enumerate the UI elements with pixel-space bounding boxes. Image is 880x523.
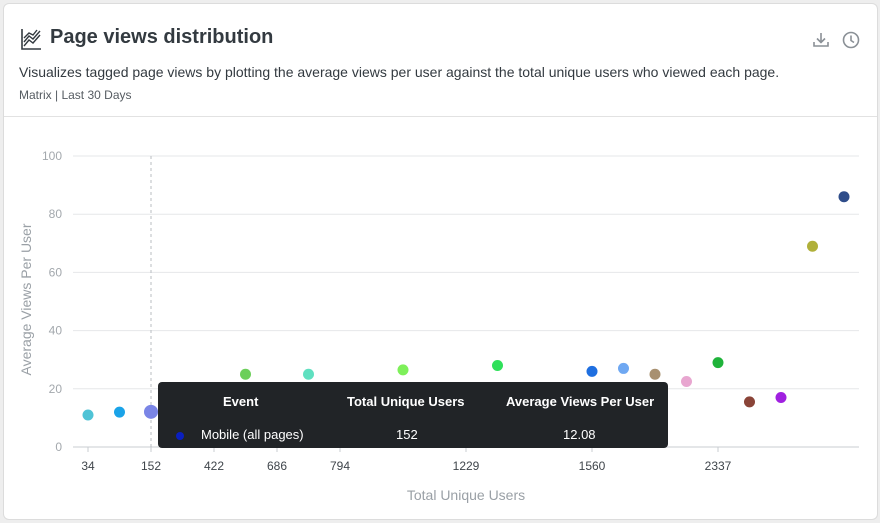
data-point[interactable] [807,240,818,252]
y-tick-label: 20 [49,382,63,396]
tooltip-header-users: Total Unique Users [347,394,465,409]
x-tick-label: 686 [267,459,287,473]
data-point[interactable] [744,396,755,408]
y-axis-label: Average Views Per User [18,223,34,375]
data-point[interactable] [712,357,724,369]
y-tick-label: 100 [42,149,62,163]
x-axis-label: Total Unique Users [407,487,525,503]
y-tick-label: 60 [49,265,63,279]
data-point[interactable] [586,365,598,377]
tooltip-header-avg: Average Views Per User [506,394,655,409]
clock-icon[interactable] [841,30,861,50]
series-color-dot [176,432,184,440]
data-point[interactable] [775,392,787,404]
data-point[interactable] [240,368,251,380]
widget-header: Page views distribution Visualizes tagge… [4,4,877,117]
y-tick-label: 80 [49,207,63,221]
data-point[interactable] [649,368,661,380]
chart-tooltip: Event Total Unique Users Average Views P… [158,382,668,448]
data-point[interactable] [618,362,629,374]
data-point[interactable] [144,404,158,419]
x-axis-ticks: 34 152 422 686 794 1229 1560 2337 [81,447,732,473]
x-tick-label: 1560 [579,459,606,473]
y-tick-label: 40 [49,324,63,338]
x-tick-label: 34 [81,459,95,473]
x-tick-label: 794 [330,459,350,473]
data-point[interactable] [681,376,692,388]
data-point[interactable] [82,409,94,421]
y-tick-label: 0 [55,440,62,454]
tooltip-header-event: Event [223,394,259,409]
data-point[interactable] [397,364,409,376]
x-tick-label: 422 [204,459,224,473]
data-point[interactable] [492,360,503,372]
data-points [82,191,850,421]
chart-widget: Page views distribution Visualizes tagge… [3,3,878,520]
data-point[interactable] [838,191,850,203]
tooltip-avg: 12.08 [563,427,596,442]
widget-meta: Matrix | Last 30 Days [19,88,132,102]
tooltip-users: 152 [396,427,418,442]
x-tick-label: 152 [141,459,161,473]
download-icon[interactable] [811,30,831,50]
widget-description: Visualizes tagged page views by plotting… [19,64,780,80]
chart-icon [21,29,41,50]
data-point[interactable] [114,406,125,418]
x-tick-label: 1229 [453,459,480,473]
data-point[interactable] [303,368,314,380]
x-tick-label: 2337 [705,459,732,473]
y-axis-ticks: 0 20 40 60 80 100 [42,149,62,454]
page-title: Page views distribution [50,26,274,48]
tooltip-event: Mobile (all pages) [201,427,304,442]
